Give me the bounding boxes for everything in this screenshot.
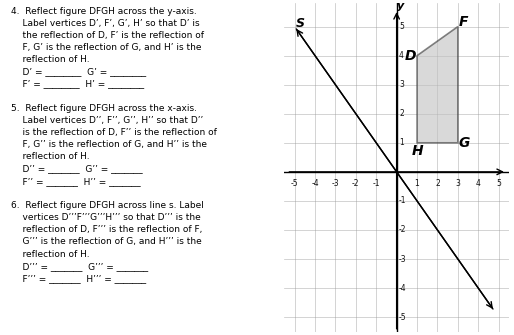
Text: 4: 4 bbox=[399, 51, 404, 60]
Text: 2: 2 bbox=[435, 179, 440, 188]
Text: -5: -5 bbox=[399, 313, 407, 322]
Text: G: G bbox=[458, 136, 470, 150]
Text: S: S bbox=[296, 17, 305, 30]
Text: 3: 3 bbox=[455, 179, 461, 188]
Text: 4: 4 bbox=[476, 179, 481, 188]
Text: 4.  Reflect figure DFGH across the y-axis.
    Label vertices D’, F’, G’, H’ so : 4. Reflect figure DFGH across the y-axis… bbox=[11, 7, 216, 283]
Text: 2: 2 bbox=[399, 109, 404, 118]
Polygon shape bbox=[417, 26, 458, 143]
Text: -1: -1 bbox=[373, 179, 380, 188]
Text: -2: -2 bbox=[352, 179, 360, 188]
Text: -4: -4 bbox=[399, 283, 407, 292]
Text: -3: -3 bbox=[399, 255, 407, 264]
Text: 3: 3 bbox=[399, 80, 404, 89]
Text: 5: 5 bbox=[496, 179, 501, 188]
Text: -5: -5 bbox=[291, 179, 299, 188]
Text: D: D bbox=[405, 49, 417, 63]
Text: F: F bbox=[458, 15, 468, 29]
Text: -3: -3 bbox=[332, 179, 339, 188]
Text: 1: 1 bbox=[399, 138, 404, 147]
Text: 5: 5 bbox=[399, 22, 404, 31]
Text: -2: -2 bbox=[399, 225, 407, 234]
Text: 1: 1 bbox=[415, 179, 419, 188]
Text: -4: -4 bbox=[311, 179, 319, 188]
Text: -1: -1 bbox=[399, 196, 407, 205]
Text: H: H bbox=[411, 144, 423, 158]
Text: y: y bbox=[397, 1, 404, 11]
